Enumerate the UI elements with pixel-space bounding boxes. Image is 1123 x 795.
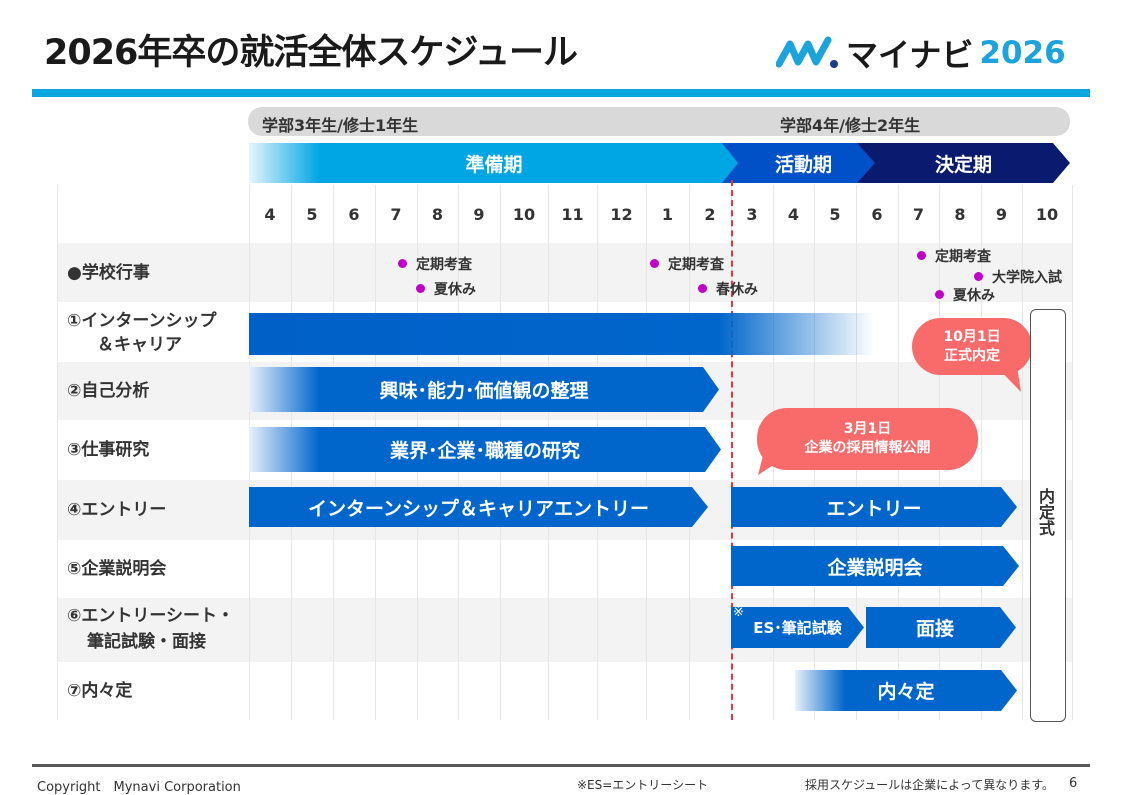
row-school-events: ●学校行事 [57,243,1072,302]
callout-recruit-info: 3月1日 企業の採用情報公開 [757,408,978,470]
year-label-3: 学部3年生/修士1年生 [262,116,419,135]
mynavi-logo-icon [776,36,838,68]
phase-preparation: 準備期 [249,143,739,183]
bar-company-seminar: 企業説明会 [731,546,1019,586]
month-label: 12 [610,205,633,224]
row-company-seminar: ⑤企業説明会 [67,559,167,579]
month-label: 1 [661,205,674,224]
month-label: 4 [787,205,800,224]
bar-self-analysis: 興味･能力･価値観の整理 [249,367,719,412]
footer-divider [32,764,1090,767]
callout-official-offer: 10月1日 正式内定 [912,318,1032,375]
month-label: 7 [912,205,925,224]
header-divider [32,89,1090,97]
month-label: 7 [390,205,402,224]
bar-internship-entry: インターンシップ＆キャリアエントリー [249,487,708,527]
es-footnote: ※ES=エントリーシート [577,778,709,792]
bar-es-written-test: ES･筆記試験 [731,607,864,648]
event-spring-break: 春休み [698,279,758,299]
bar-interview: 面接 [866,607,1016,648]
month-label: 9 [473,205,485,224]
grid-line [1072,185,1073,720]
month-label: 5 [829,205,841,224]
bar-informal-offer: 内々定 [795,670,1017,711]
march-start-line [731,180,733,720]
month-label: 8 [954,205,966,224]
month-label: 11 [561,205,584,224]
event-grad-exam: 大学院入試 [974,267,1062,287]
month-label: 6 [871,205,883,224]
logo-year: 2026 [979,35,1066,71]
bar-entry: エントリー [731,487,1017,527]
grid-line [1022,185,1023,720]
event-exam: 定期考査 [398,254,472,274]
mynavi-logo: マイナビ 2026 [776,30,1066,76]
page-number: 6 [1069,776,1078,791]
grid-line [57,185,58,720]
month-label: 10 [1035,205,1059,224]
month-label: 9 [995,205,1008,224]
event-exam: 定期考査 [650,254,724,274]
month-label: 10 [512,205,536,224]
bar-job-research: 業界･企業･職種の研究 [249,427,721,472]
month-label: 6 [348,205,360,224]
month-label: 3 [746,205,758,224]
row-informal-offer: ⑦内々定 [67,681,133,701]
logo-text: マイナビ [846,36,974,74]
event-summer-break: 夏休み [416,279,476,299]
row-job-research: ③仕事研究 [67,440,150,460]
month-label: 2 [704,205,716,224]
phase-decision: 決定期 [857,143,1070,183]
bar-internship [249,313,874,355]
page-title: 2026年卒の就活全体スケジュール [44,33,578,73]
month-label: 8 [431,205,444,224]
month-label: 4 [264,205,276,224]
month-label: 5 [306,205,318,224]
naitei-ceremony-box: 内定式 [1030,309,1066,722]
year-label-4: 学部4年/修士2年生 [780,116,921,135]
grid-line [981,185,982,720]
phase-activity: 活動期 [722,143,877,183]
disclaimer: 採用スケジュールは企業によって異なります。 [805,778,1055,792]
row-internship: ①インターンシップ ＆キャリア [67,311,217,355]
copyright: Copyright Mynavi Corporation [37,780,241,795]
event-exam: 定期考査 [917,246,991,266]
event-summer-break: 夏休み [935,285,995,305]
school-year-band: 学部3年生/修士1年生 学部4年/修士2年生 [248,107,1070,136]
es-note-mark: ※ [733,605,744,620]
